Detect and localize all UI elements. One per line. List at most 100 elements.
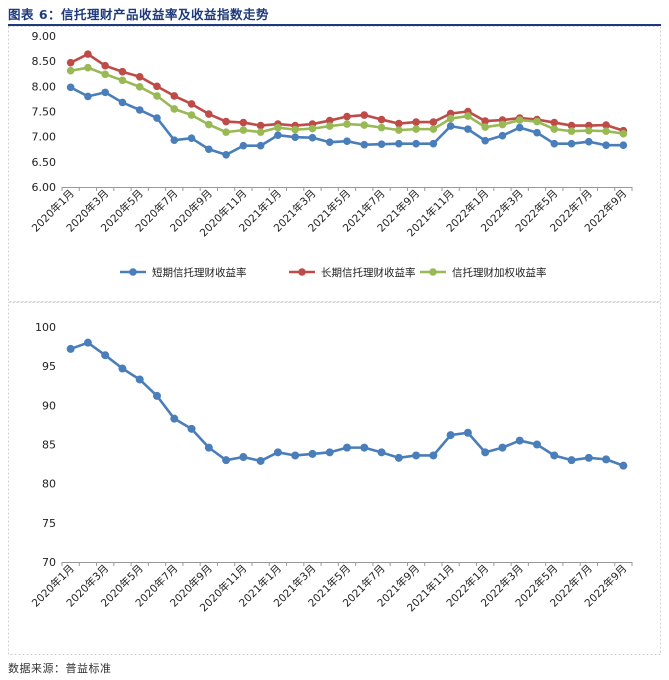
chart2-series-1-point	[343, 443, 351, 452]
chart1-series-1-point	[239, 141, 248, 150]
chart1-series-3-point	[118, 76, 127, 85]
chart1-series-3-point	[205, 120, 213, 129]
chart1-series-1-point	[187, 134, 196, 142]
chart1-series-3-point	[325, 122, 334, 130]
chart1-series-3-point	[187, 111, 196, 119]
chart1-series-2-point	[205, 110, 213, 118]
chart1-series-1-point	[66, 83, 75, 92]
chart1-series-2-point	[429, 118, 438, 126]
chart1-series-1-point	[464, 125, 472, 133]
chart2-series-1-point	[463, 428, 472, 437]
chart2-series-1-point	[187, 424, 196, 433]
chart2-frame	[8, 302, 661, 655]
chart1-series-2-point	[153, 82, 161, 91]
chart1-series-1-point	[153, 114, 161, 122]
chart1-series-2-point	[187, 100, 196, 108]
chart1-series-1-point	[550, 139, 559, 148]
chart1-series-2-point	[325, 116, 334, 125]
chart2-series-1-point	[533, 440, 541, 449]
chart1-series-2-point	[256, 121, 265, 130]
chart2-series-1-point	[325, 448, 334, 457]
chart1-series-3-point	[170, 105, 179, 113]
chart2-ytick-label: 90	[42, 399, 56, 412]
chart1-series-1-point	[101, 88, 109, 97]
chart1-series-1-point	[291, 133, 299, 141]
chart1-series-1-point	[343, 137, 351, 145]
chart1-series-2-point	[222, 117, 230, 126]
chart1-ytick-label: 7.50	[32, 106, 57, 119]
chart1-series-3-point	[550, 125, 559, 133]
chart1-series-1-point	[170, 136, 179, 144]
chart1-series-1-point	[395, 139, 403, 148]
legend-label-2: 长期信托理财收益率	[321, 266, 416, 279]
chart1-series-2-point	[567, 121, 576, 130]
chart1-series-3-point	[239, 126, 248, 134]
chart2-series-1-point	[584, 453, 593, 462]
chart1-series-1-point	[325, 138, 334, 147]
chart1-series-2-point	[550, 118, 559, 127]
chart1-series-2-point	[602, 121, 610, 129]
chart1-series-1-point	[205, 145, 213, 154]
chart1-frame	[8, 26, 661, 302]
chart1-series-3-point	[222, 128, 230, 136]
chart1-series-3-point	[308, 124, 317, 133]
chart1-series-2-point	[135, 72, 144, 81]
chart1-series-2-point	[101, 61, 109, 70]
chart2-series-1-point	[222, 456, 231, 465]
chart2-series-1-point	[308, 449, 317, 458]
data-source: 数据来源：普益标准	[8, 662, 112, 675]
chart2-series-1-point	[256, 456, 265, 465]
chart1-ytick-label: 8.50	[32, 55, 57, 68]
title-rule	[8, 24, 661, 26]
legend-label-1: 短期信托理财收益率	[152, 266, 247, 279]
figure-title: 图表 6：信托理财产品收益率及收益指数走势	[8, 7, 270, 22]
chart1-series-1-point	[256, 141, 265, 150]
chart2-series-1-point	[170, 414, 179, 423]
legend-label-3: 信托理财加权收益率	[452, 266, 547, 279]
chart1-series-1-point	[222, 150, 230, 159]
chart1-series-3-point	[515, 116, 524, 124]
chart2-series-1-point	[239, 453, 248, 462]
chart1-series-1-point	[446, 122, 455, 130]
chart1-series-3-point	[274, 123, 282, 132]
legend-marker-2	[298, 268, 306, 276]
chart1-series-1-point	[360, 140, 369, 149]
chart1-series-1-point	[498, 131, 507, 140]
chart2-series-1-point	[377, 448, 386, 457]
chart1-series-2-point	[66, 58, 75, 67]
chart1-series-1-point	[135, 106, 144, 114]
chart2-ytick-label: 95	[42, 360, 56, 373]
chart1-series-1-point	[567, 139, 576, 148]
chart1-series-2-point	[239, 118, 248, 127]
chart1-series-3-point	[84, 63, 92, 72]
chart1-series-3-point	[533, 117, 541, 126]
chart1-series-1-point	[412, 139, 420, 148]
chart2-series-1-point	[446, 431, 455, 440]
chart2-series-1-point	[360, 443, 369, 452]
chart1-series-3-point	[602, 127, 610, 135]
chart2-series-1-point	[619, 461, 628, 470]
chart1-series-3-point	[256, 128, 265, 136]
chart1-series-1-point	[533, 128, 541, 137]
chart2-series-1-point	[567, 456, 576, 465]
chart2-series-1-point	[101, 351, 110, 360]
chart1-series-1-point	[602, 141, 610, 150]
chart2-ytick-label: 80	[42, 478, 56, 491]
chart1-series-3-point	[567, 127, 576, 135]
chart1-series-1-point	[84, 92, 92, 101]
chart1-series-3-point	[291, 125, 299, 134]
chart1-series-3-point	[412, 125, 420, 133]
chart1-series-1-point	[118, 98, 127, 107]
chart2-series-1-point	[135, 375, 144, 384]
chart2-series-1-point	[429, 451, 438, 460]
chart1-series-1-point	[429, 139, 438, 148]
chart1-series-3-point	[135, 83, 144, 91]
chart1-series-2-point	[170, 92, 179, 100]
chart1-series-1-point	[308, 133, 317, 142]
chart2-series-1-point	[412, 451, 421, 460]
chart2-series-1-point	[602, 455, 611, 464]
chart1-series-3-point	[429, 125, 438, 133]
chart1-ytick-label: 9.00	[32, 30, 57, 43]
chart2-ytick-label: 75	[42, 517, 56, 530]
